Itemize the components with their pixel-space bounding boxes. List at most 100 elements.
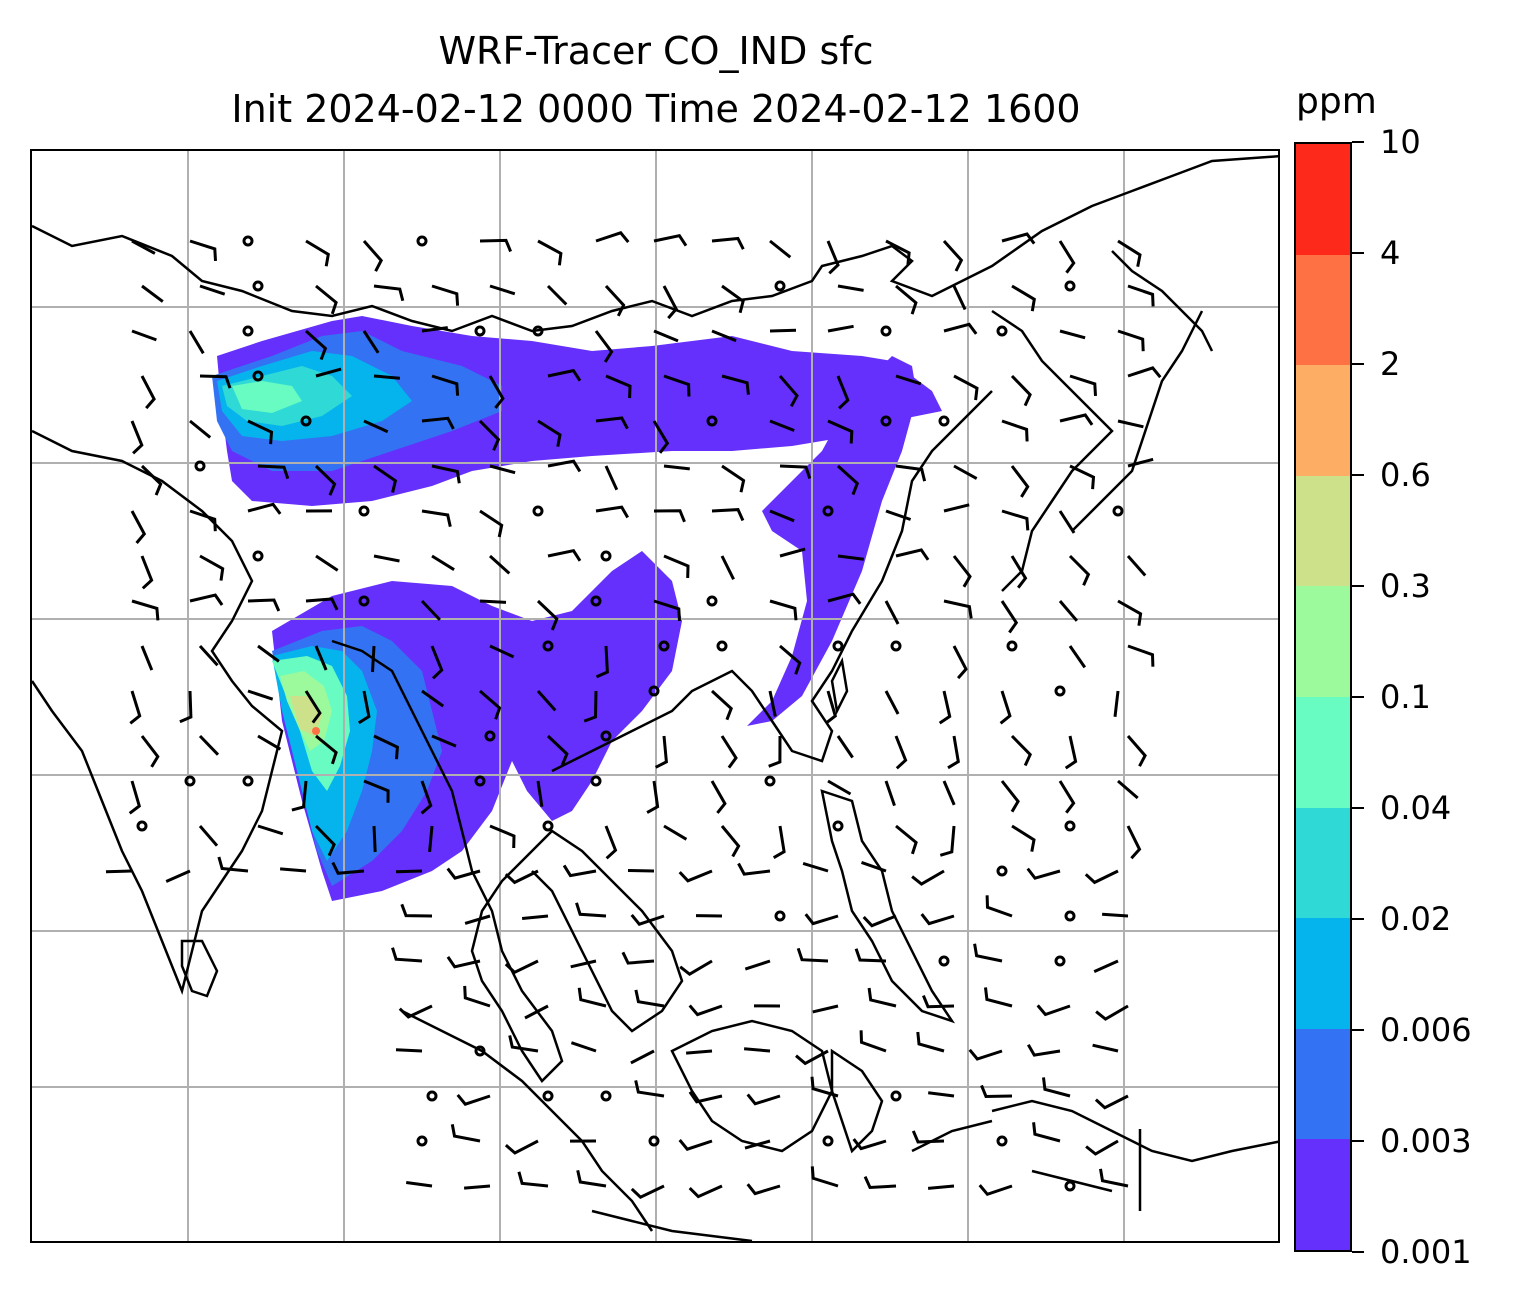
wind-barb (604, 825, 618, 860)
wind-barb (824, 690, 838, 725)
colorbar-tick-label: 10 (1380, 123, 1421, 161)
wind-barb (188, 330, 205, 355)
wind-calm-marker (706, 415, 718, 427)
wind-barb (863, 1175, 897, 1190)
wind-barb (627, 869, 655, 873)
wind-calm-marker (832, 640, 844, 652)
wind-calm-marker (648, 1135, 660, 1147)
coastlines (32, 155, 1278, 1241)
wind-barb (859, 1030, 887, 1053)
wind-barb (199, 374, 232, 389)
wind-barb (395, 1048, 423, 1053)
wind-barb (916, 1031, 945, 1053)
colorbar-tick-label: 0.6 (1380, 456, 1431, 494)
wind-barb (768, 690, 777, 717)
wind-barb (189, 509, 217, 532)
colorbar-tick-mark (1352, 1251, 1364, 1253)
wind-barb (943, 503, 970, 513)
wind-barb (861, 860, 887, 873)
wind-barb (363, 419, 389, 434)
wind-barb (711, 508, 745, 522)
wind-barb (257, 464, 290, 480)
wind-barb (1069, 374, 1097, 396)
wind-barb (1113, 690, 1120, 717)
colorbar-tick-label: 0.04 (1380, 789, 1452, 827)
wind-barb (537, 239, 563, 266)
wind-barb (812, 1004, 839, 1014)
colorbar-segment (1296, 1139, 1350, 1250)
wind-barb (710, 689, 733, 721)
wind-barb (895, 374, 922, 386)
wind-barb (662, 285, 679, 320)
wind-calm-marker (764, 775, 776, 787)
wind-barb (630, 1184, 665, 1199)
wind-calm-marker (938, 955, 950, 967)
colorbar-segment (1296, 254, 1350, 366)
wind-barb (895, 464, 927, 482)
wind-calm-marker (358, 505, 370, 517)
wind-calm-marker (542, 640, 554, 652)
tracer-hotspot (312, 727, 320, 735)
wind-barb (1059, 329, 1086, 340)
wind-barb (634, 1080, 665, 1098)
wind-calm-marker (822, 1135, 834, 1147)
wind-calm-marker (774, 280, 786, 292)
wind-calm-marker (996, 1135, 1008, 1147)
wind-barb (911, 1130, 945, 1144)
wind-barb (517, 1171, 549, 1188)
wind-barb (1001, 232, 1036, 245)
map-canvas (32, 151, 1278, 1241)
wind-barb (305, 239, 330, 267)
wind-barb (968, 1048, 1003, 1061)
wind-calm-marker (1112, 505, 1124, 517)
wind-barb (391, 947, 423, 963)
wind-barb (405, 1181, 433, 1188)
wind-barb (304, 329, 328, 361)
wind-calm-marker (822, 505, 834, 517)
wind-barb (927, 1184, 955, 1190)
wind-calm-marker (832, 820, 844, 832)
wind-barb (720, 825, 741, 858)
wind-barb (1093, 959, 1119, 973)
wind-barb (130, 510, 147, 544)
wind-barb (852, 1138, 887, 1151)
wind-barb (247, 598, 281, 612)
wind-barb (1064, 735, 1078, 770)
wind-barb (431, 734, 457, 748)
wind-barb (508, 1035, 539, 1053)
wind-barb (305, 597, 339, 611)
wind-barb (928, 1091, 955, 1098)
wind-barb (291, 780, 308, 812)
wind-barb (217, 856, 249, 873)
wind-barb (827, 419, 854, 444)
wind-barb (373, 374, 401, 380)
wind-barb (895, 824, 918, 855)
wind-barb (1011, 824, 1036, 852)
wind-barb (810, 1166, 839, 1188)
wind-barb (1102, 912, 1129, 918)
wind-barb (653, 234, 688, 247)
wind-barb (130, 420, 144, 455)
wind-barb (362, 330, 380, 354)
wind-calm-marker (1064, 820, 1076, 832)
wind-barb (867, 987, 897, 1008)
wind-calm-marker (716, 640, 728, 652)
colorbar-tick-mark (1352, 252, 1364, 254)
wind-barb (428, 825, 434, 853)
wind-barb (778, 375, 799, 408)
wind-barb (257, 644, 280, 663)
wind-calm-marker (484, 730, 496, 742)
colorbar-tick-mark (1352, 141, 1364, 143)
wind-calm-marker (532, 325, 544, 337)
wind-calm-marker (774, 910, 786, 922)
wind-barb (920, 913, 955, 926)
wind-barb (769, 599, 798, 621)
wind-barb (140, 555, 154, 590)
wind-calm-marker (1054, 685, 1066, 697)
wind-barb (1010, 555, 1028, 589)
wind-barb (1126, 825, 1142, 860)
wind-barb (953, 464, 978, 480)
wind-barb (769, 509, 795, 523)
chart-subtitle: Init 2024-02-12 0000 Time 2024-02-12 160… (231, 87, 1081, 131)
wind-barb (769, 239, 792, 259)
